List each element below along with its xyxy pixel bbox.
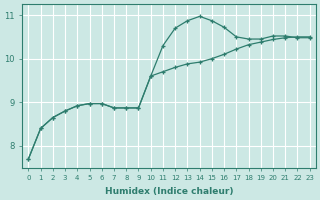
- X-axis label: Humidex (Indice chaleur): Humidex (Indice chaleur): [105, 187, 233, 196]
